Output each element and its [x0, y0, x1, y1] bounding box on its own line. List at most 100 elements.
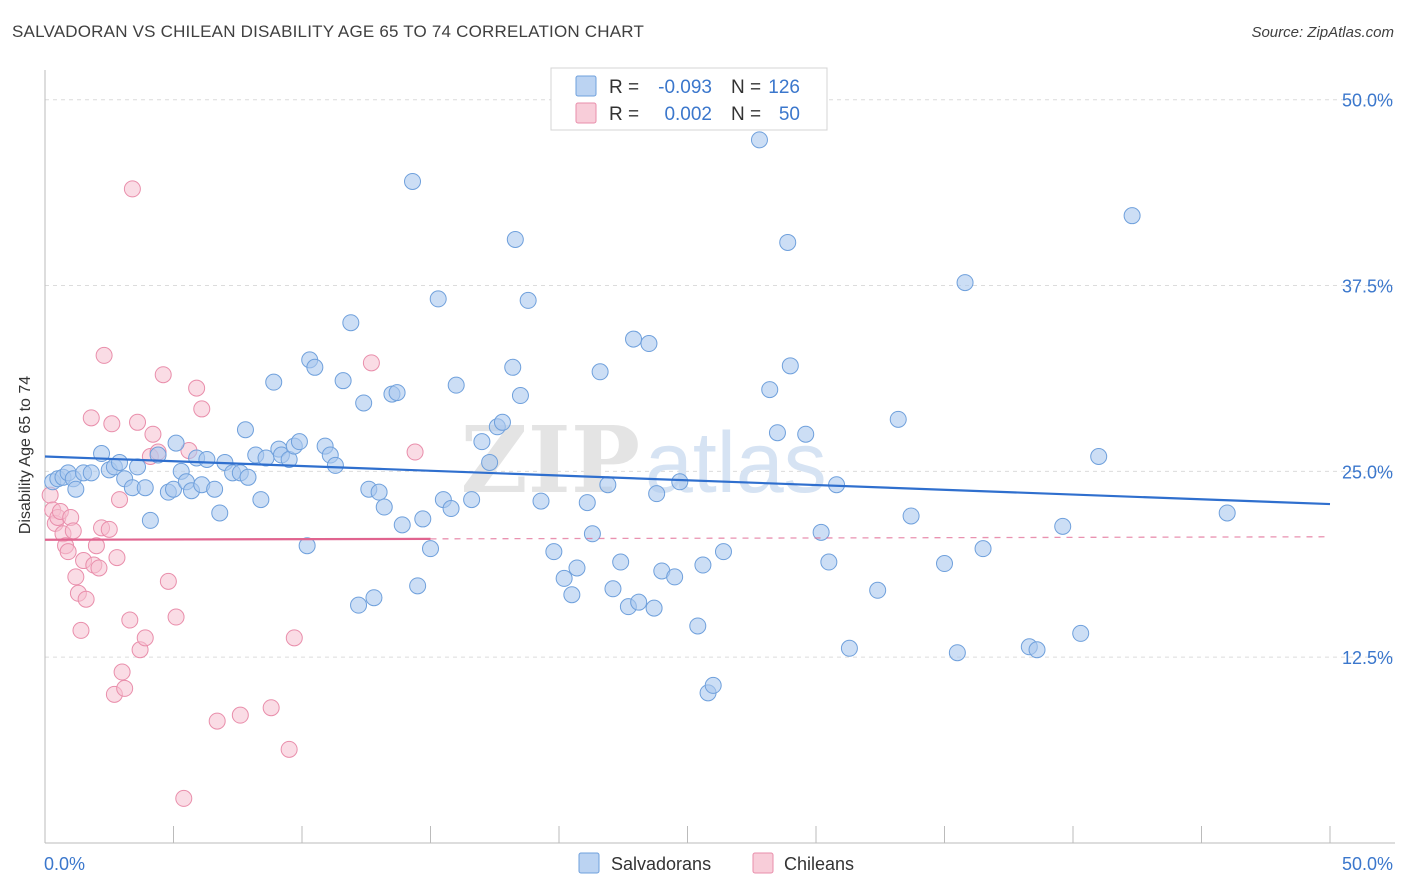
- trend-lines: [44, 455, 1331, 541]
- salvadoran-point: [149, 446, 167, 464]
- y-tick-label: 37.5%: [1342, 277, 1393, 297]
- salvadoran-point: [136, 479, 154, 497]
- salvadoran-point: [1090, 448, 1108, 465]
- chilean-point: [90, 559, 108, 577]
- salvadoran-point: [493, 413, 511, 431]
- salvadoran-point: [648, 485, 666, 503]
- salvadoran-legend-swatch: [575, 75, 597, 97]
- chilean-point: [100, 520, 118, 538]
- chilean-point: [136, 629, 154, 647]
- salvadoran-point: [350, 596, 368, 614]
- salvadoran-point: [506, 230, 524, 248]
- salvadoran-point: [409, 577, 427, 595]
- chilean-point: [159, 572, 177, 590]
- chilean-point: [167, 608, 185, 626]
- salvadoran-point: [422, 540, 439, 558]
- salvadoran-point: [1218, 504, 1236, 522]
- chileans-legend-swatch: [752, 852, 774, 874]
- salvadoran-point: [365, 589, 383, 607]
- salvadoran-point: [612, 553, 630, 571]
- salvadoran-point: [265, 373, 283, 391]
- chilean-point: [87, 537, 105, 555]
- chilean-point: [154, 366, 172, 384]
- salvadoran-point: [750, 131, 768, 149]
- salvadoran-point: [583, 525, 601, 543]
- salvadoran-point: [956, 274, 974, 292]
- series-legend: Salvadorans Chileans: [578, 852, 854, 874]
- legend-r-label-2: R =: [609, 104, 639, 125]
- salvadoran-point: [298, 537, 316, 555]
- salvadoran-point: [1072, 624, 1090, 642]
- salvadoran-point: [239, 468, 257, 486]
- salvadoran-point: [869, 581, 887, 599]
- y-tick-label: 12.5%: [1342, 648, 1393, 668]
- salvadoran-point: [936, 555, 953, 573]
- salvadoran-point: [714, 543, 732, 561]
- salvadoran-point: [290, 433, 308, 451]
- salvadoran-point: [1123, 207, 1141, 225]
- salvadoran-point: [797, 425, 815, 443]
- salvadoran-point: [111, 453, 129, 471]
- salvadoran-point: [167, 434, 185, 452]
- salvadoran-point: [812, 523, 830, 541]
- salvadoran-point: [342, 314, 360, 332]
- salvadoran-point: [1054, 517, 1072, 535]
- salvadoran-point: [165, 480, 182, 498]
- chilean-point: [67, 568, 85, 586]
- stats-legend-box: [550, 67, 828, 131]
- salvadoran-point: [429, 290, 447, 308]
- chilean-trend-line: [44, 537, 431, 541]
- salvadoran-point: [889, 410, 907, 428]
- chileans-legend-label: Chileans: [784, 854, 854, 874]
- salvadoran-points: [44, 131, 1236, 702]
- salvadoran-point: [306, 358, 324, 376]
- salvadoran-point: [211, 504, 229, 522]
- gridlines: [45, 99, 1395, 658]
- salvadoran-point: [630, 593, 648, 611]
- salvadoran-point: [563, 586, 581, 604]
- salvadoran-point: [141, 511, 159, 529]
- tick-labels: 12.5% 25.0% 37.5% 50.0% 0.0% 50.0%: [44, 91, 1393, 874]
- chilean-point: [193, 400, 211, 418]
- chilean-point: [123, 180, 141, 198]
- salvadoran-point: [519, 291, 537, 309]
- x-tick-label-min: 0.0%: [44, 854, 85, 874]
- salvadoran-point: [604, 580, 622, 598]
- salvadoran-point: [902, 507, 920, 525]
- x-tick-label-max: 50.0%: [1342, 854, 1393, 874]
- chilean-point: [129, 413, 147, 431]
- chilean-point: [108, 549, 126, 567]
- salvadoran-point: [326, 456, 344, 474]
- chilean-points: [41, 180, 424, 807]
- salvadoran-point: [129, 458, 147, 476]
- salvadoran-point: [840, 639, 858, 657]
- legend-n-value-2: 50: [779, 104, 800, 125]
- salvadoran-point: [67, 480, 85, 498]
- chilean-point: [362, 354, 380, 372]
- watermark-atlas: atlas: [645, 415, 827, 511]
- salvadoran-point: [768, 424, 786, 442]
- legend-n-label-2: N =: [731, 104, 761, 125]
- salvadoran-trend-line: [44, 455, 1331, 506]
- legend-r-value-1: -0.093: [658, 77, 712, 98]
- salvadoran-point: [236, 421, 254, 439]
- salvadoran-point: [599, 476, 617, 494]
- salvadoran-point: [568, 559, 586, 577]
- salvadoran-point: [355, 394, 373, 412]
- salvadoran-point: [532, 492, 550, 510]
- chilean-point: [113, 663, 131, 681]
- salvadoran-point: [820, 553, 838, 571]
- salvadoran-point: [948, 644, 966, 662]
- salvadoran-point: [625, 330, 643, 348]
- salvadoran-point: [779, 233, 797, 251]
- chilean-point: [111, 491, 129, 509]
- chilean-point: [77, 590, 95, 608]
- salvadoran-point: [591, 363, 609, 381]
- salvadoran-point: [447, 376, 465, 394]
- legend-r-label-1: R =: [609, 77, 639, 98]
- chilean-point: [64, 522, 82, 540]
- chilean-point: [188, 379, 206, 397]
- salvadoran-point: [252, 491, 270, 509]
- chilean-legend-swatch: [575, 102, 597, 124]
